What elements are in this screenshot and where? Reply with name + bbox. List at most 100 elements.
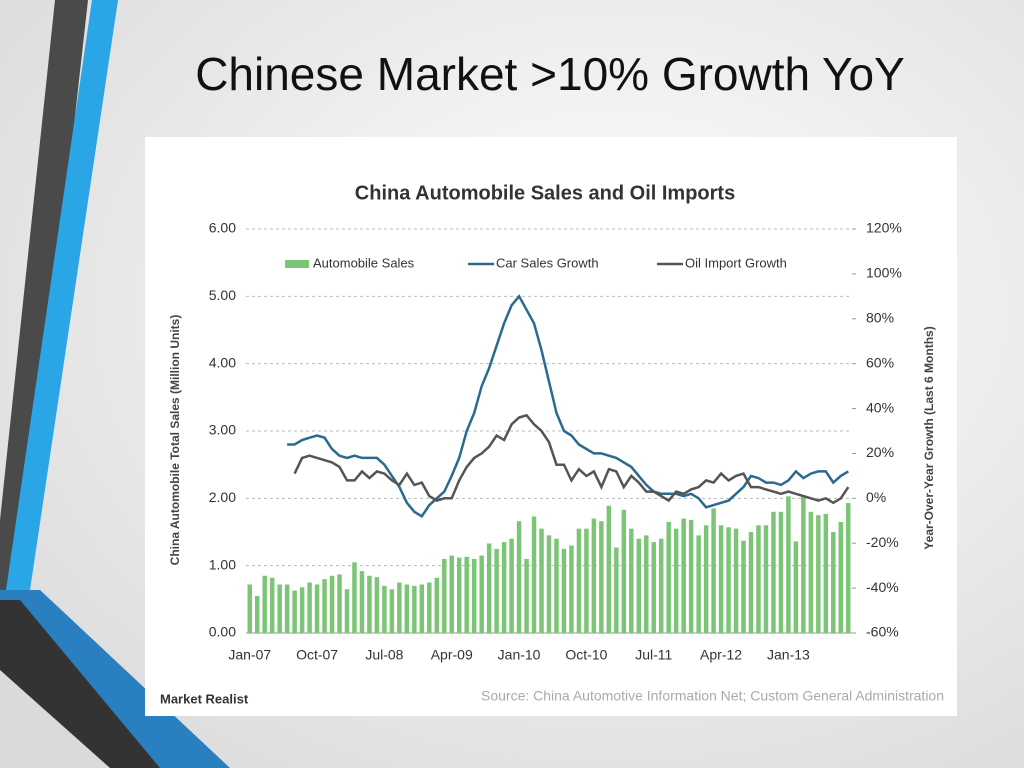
- bar: [666, 521, 671, 633]
- y2-tick-label: 40%: [866, 399, 894, 415]
- bar: [838, 521, 844, 633]
- y2-tick-label: 120%: [866, 220, 902, 236]
- bar: [748, 532, 754, 633]
- bar: [614, 547, 619, 633]
- bar: [427, 582, 432, 633]
- y2-tick-label: -40%: [866, 579, 899, 595]
- bar: [793, 541, 799, 633]
- bar: [292, 590, 297, 633]
- legend-label: Oil Import Growth: [685, 255, 787, 270]
- x-tick-label: Jan-10: [498, 647, 541, 663]
- bar: [599, 521, 604, 633]
- bar: [352, 562, 357, 633]
- bar: [696, 535, 701, 633]
- y-tick-label: 6.00: [209, 220, 236, 236]
- bar: [741, 540, 746, 633]
- bar: [464, 556, 469, 633]
- bar: [726, 527, 731, 633]
- bar: [434, 577, 440, 633]
- bar: [374, 577, 380, 633]
- legend-label: Car Sales Growth: [496, 255, 599, 270]
- bar: [284, 584, 290, 633]
- bar: [606, 505, 612, 633]
- bar: [397, 582, 402, 633]
- bar: [629, 528, 634, 633]
- bar: [756, 525, 761, 633]
- bar: [494, 548, 499, 633]
- bar: [531, 516, 537, 633]
- legend-label: Automobile Sales: [313, 255, 415, 270]
- stripe-dark: [0, 0, 88, 590]
- bar: [344, 589, 350, 633]
- bar: [337, 574, 342, 633]
- corner-blue: [0, 590, 230, 768]
- bar: [501, 542, 507, 633]
- line: [287, 294, 849, 518]
- y2-axis-label: Year-Over-Year Growth (Last 6 Months): [922, 326, 936, 549]
- x-tick-label: Jan-07: [228, 647, 271, 663]
- bar: [329, 575, 335, 633]
- y2-tick-label: 80%: [866, 309, 894, 325]
- bar: [561, 548, 567, 633]
- y2-tick-label: 20%: [866, 444, 894, 460]
- bar: [442, 558, 447, 633]
- bar: [733, 528, 739, 633]
- bar: [576, 528, 582, 633]
- y-tick-label: 3.00: [209, 422, 236, 438]
- bar: [277, 584, 282, 633]
- bar: [681, 518, 686, 633]
- bar: [524, 558, 529, 633]
- bar: [546, 535, 552, 633]
- y-tick-label: 0.00: [209, 624, 236, 640]
- bar: [269, 577, 275, 633]
- bar: [262, 575, 267, 633]
- y2-tick-label: -60%: [866, 624, 899, 640]
- bar: [703, 525, 709, 633]
- bar: [456, 557, 462, 633]
- y2-tick-label: 60%: [866, 354, 894, 370]
- y-tick-label: 1.00: [209, 556, 236, 572]
- bar: [367, 575, 372, 633]
- bar: [808, 511, 814, 633]
- bar: [569, 545, 574, 633]
- bar: [621, 509, 627, 633]
- x-tick-label: Oct-10: [565, 647, 607, 663]
- x-tick-label: Apr-12: [700, 647, 742, 663]
- y-axis-label: China Automobile Total Sales (Million Un…: [168, 315, 182, 566]
- legend-swatch: [285, 260, 309, 268]
- bar: [554, 538, 559, 633]
- y2-tick-label: -20%: [866, 534, 899, 550]
- bar: [449, 555, 454, 633]
- bar: [591, 518, 597, 633]
- y2-tick-label: 0%: [866, 489, 886, 505]
- bar: [816, 515, 821, 633]
- bar: [479, 555, 484, 633]
- bar: [711, 508, 716, 633]
- bar: [831, 532, 836, 633]
- bar: [412, 585, 417, 633]
- y-tick-label: 5.00: [209, 287, 236, 303]
- bar: [486, 543, 492, 633]
- x-tick-label: Jul-11: [635, 647, 672, 663]
- bar: [771, 511, 776, 633]
- line: [293, 413, 850, 505]
- bar: [247, 584, 252, 633]
- bar: [382, 585, 387, 633]
- bar: [471, 558, 477, 633]
- bar: [801, 496, 806, 633]
- chart-title: China Automobile Sales and Oil Imports: [355, 182, 735, 204]
- bar: [584, 528, 589, 633]
- bar: [786, 496, 791, 633]
- stripe-blue: [6, 0, 118, 590]
- bar: [718, 525, 724, 633]
- y2-tick-label: 100%: [866, 265, 902, 281]
- bar: [673, 528, 679, 633]
- bar: [509, 538, 514, 633]
- bar: [307, 582, 312, 633]
- bar: [763, 525, 769, 633]
- bar: [636, 538, 642, 633]
- bar: [419, 584, 425, 633]
- x-tick-label: Oct-07: [296, 647, 338, 663]
- bar: [846, 503, 851, 633]
